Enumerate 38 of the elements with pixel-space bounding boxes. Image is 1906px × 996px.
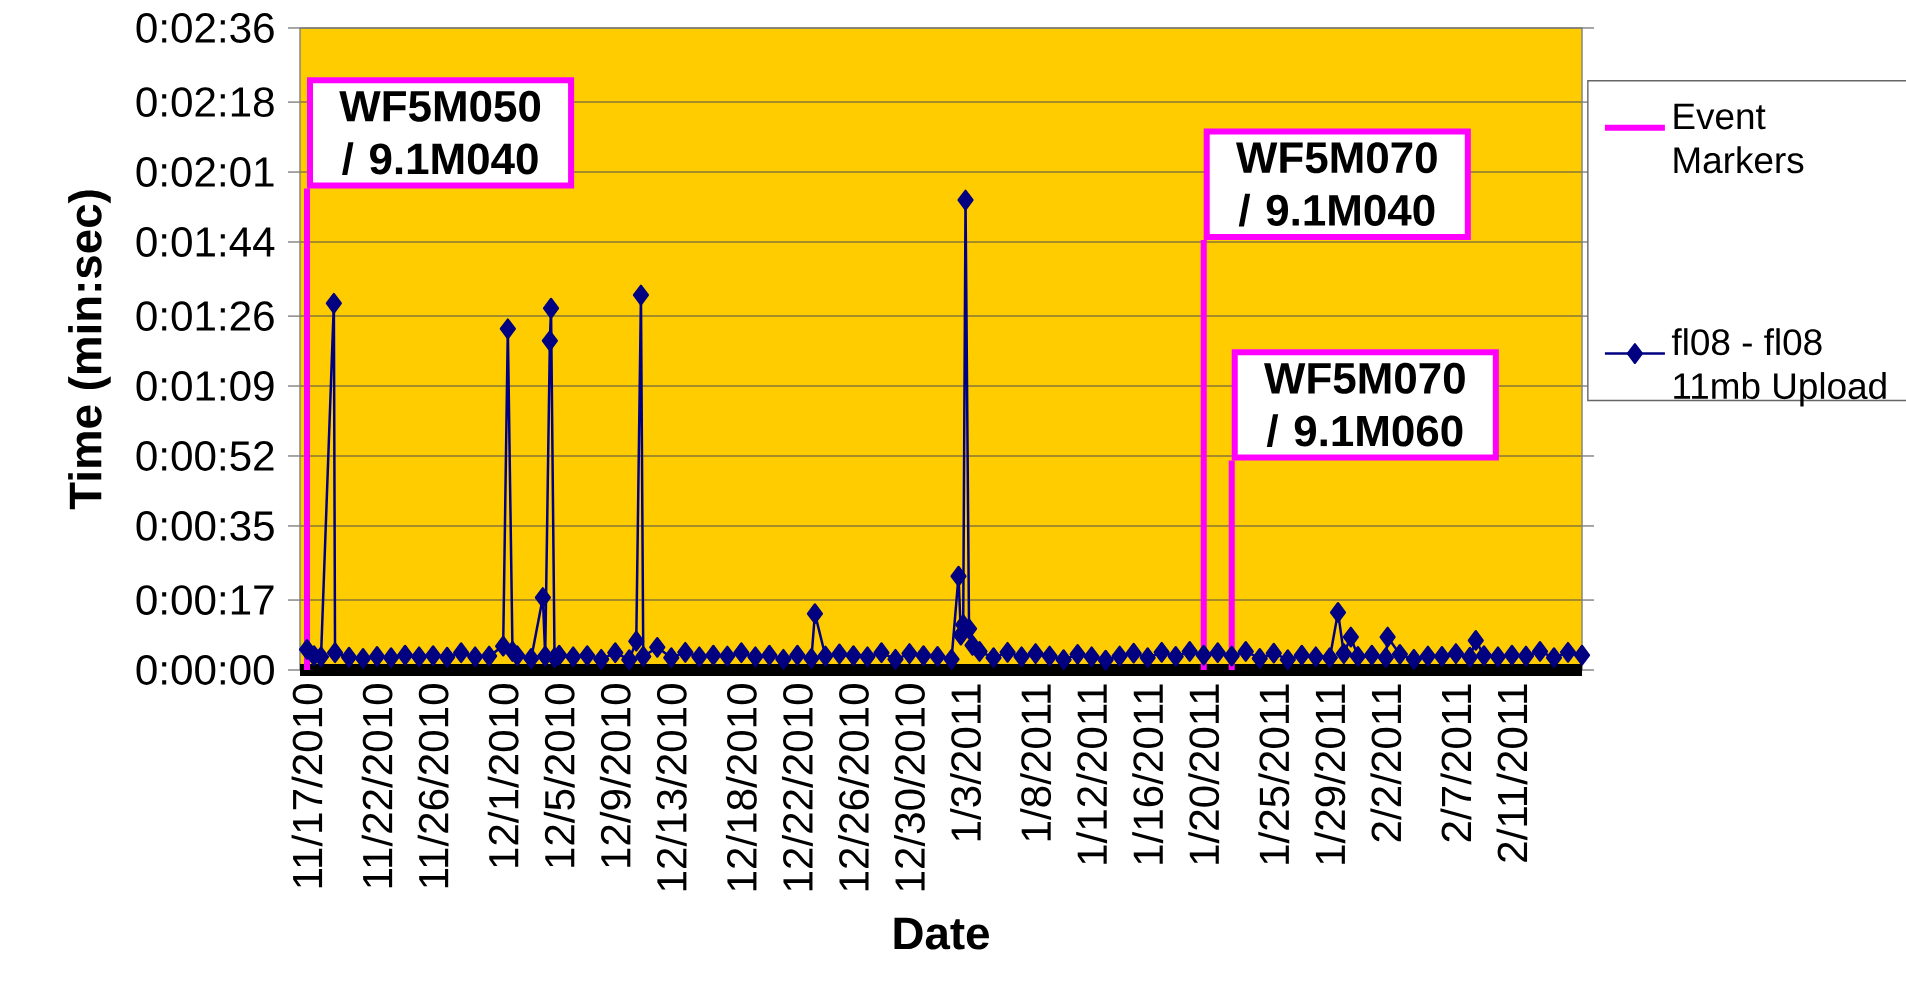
x-tick-label: 12/26/2010 <box>837 684 869 891</box>
x-tick-label: 12/18/2010 <box>725 684 757 891</box>
x-tick-label: 1/12/2011 <box>1076 684 1108 864</box>
y-axis-title: Time (min:sec) <box>68 190 111 510</box>
x-tick-label: 2/11/2011 <box>1496 684 1528 862</box>
y-tick-label: 0:01:44 <box>136 227 275 257</box>
x-tick-label: 12/30/2010 <box>894 684 925 891</box>
x-tick-label: 11/17/2010 <box>291 684 323 888</box>
x-tick-label: 12/13/2010 <box>655 684 687 891</box>
y-tick-label: 0:02:01 <box>136 157 274 187</box>
legend-label: fl08 - fl08 11mb Upload <box>1671 328 1886 407</box>
x-tick-label: 11/26/2010 <box>417 684 449 888</box>
x-tick-label: 1/8/2011 <box>1020 684 1052 841</box>
x-tick-label: 12/22/2010 <box>781 684 813 891</box>
x-tick-label: 12/9/2010 <box>599 684 631 867</box>
legend-label: Event Markers <box>1674 103 1804 174</box>
annotation: WF5M050 / 9.1M040 <box>339 90 541 175</box>
x-tick-label: 1/25/2011 <box>1258 684 1290 864</box>
x-tick-label: 12/5/2010 <box>543 684 575 867</box>
annotation: WF5M070 / 9.1M040 <box>1236 142 1437 227</box>
x-tick-label: 12/1/2010 <box>487 684 519 867</box>
y-tick-label: 0:02:36 <box>136 13 274 43</box>
x-tick-label: 2/7/2011 <box>1440 684 1472 842</box>
x-axis-title: Date <box>894 917 989 950</box>
y-tick-label: 0:02:18 <box>136 87 274 117</box>
y-tick-label: 0:00:52 <box>136 441 274 471</box>
x-tick-label: 1/20/2011 <box>1188 684 1220 864</box>
x-tick-label: 1/16/2011 <box>1132 684 1164 864</box>
y-tick-label: 0:01:09 <box>136 371 274 401</box>
y-tick-label: 0:00:00 <box>136 655 274 685</box>
annotation: WF5M070 / 9.1M060 <box>1264 362 1465 447</box>
x-tick-label: 1/29/2011 <box>1314 684 1346 864</box>
x-tick-label: 1/3/2011 <box>950 684 981 841</box>
y-tick-label: 0:01:26 <box>136 301 274 331</box>
y-tick-label: 0:00:35 <box>136 511 274 541</box>
y-tick-label: 0:00:17 <box>136 585 274 615</box>
x-tick-label: 2/2/2011 <box>1370 684 1402 842</box>
x-tick-label: 11/22/2010 <box>361 684 393 888</box>
